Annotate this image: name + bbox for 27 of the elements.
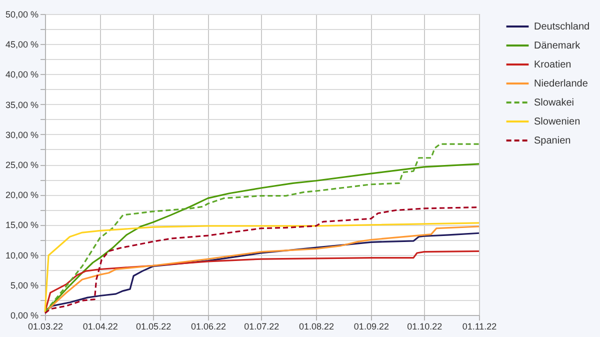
x-tick-label: 01.11.22 xyxy=(462,322,497,332)
y-tick-label: 50,00 % xyxy=(5,10,38,20)
legend-label: Dänemark xyxy=(534,40,582,52)
legend-label: Kroatien xyxy=(534,60,572,70)
y-tick-label: 20,00 % xyxy=(5,190,38,200)
y-tick-label: 45,00 % xyxy=(5,40,38,50)
y-tick-label: 40,00 % xyxy=(5,70,38,80)
x-tick-label: 01.05.22 xyxy=(136,322,172,332)
legend-label: Slowakei xyxy=(534,98,574,108)
y-tick-label: 35,00 % xyxy=(5,100,38,110)
y-tick-label: 0,00 % xyxy=(10,310,38,320)
x-tick-label: 01.09.22 xyxy=(354,322,389,332)
legend-label: Deutschland xyxy=(534,22,590,32)
x-tick-label: 01.06.22 xyxy=(190,322,226,332)
y-tick-label: 25,00 % xyxy=(5,160,38,170)
x-tick-label: 01.04.22 xyxy=(82,322,118,332)
y-tick-label: 15,00 % xyxy=(5,220,38,230)
x-tick-label: 01.08.22 xyxy=(299,322,334,332)
x-tick-label: 01.03.22 xyxy=(28,322,64,332)
legend-label: Niederlande xyxy=(534,78,588,90)
y-tick-label: 10,00 % xyxy=(5,250,38,260)
y-tick-label: 5,00 % xyxy=(10,280,38,290)
x-tick-label: 01.10.22 xyxy=(407,322,442,332)
legend-label: Slowenien xyxy=(534,116,580,128)
x-tick-label: 01.07.22 xyxy=(244,322,280,332)
y-tick-label: 30,00 % xyxy=(5,130,38,140)
legend-label: Spanien xyxy=(534,136,571,146)
